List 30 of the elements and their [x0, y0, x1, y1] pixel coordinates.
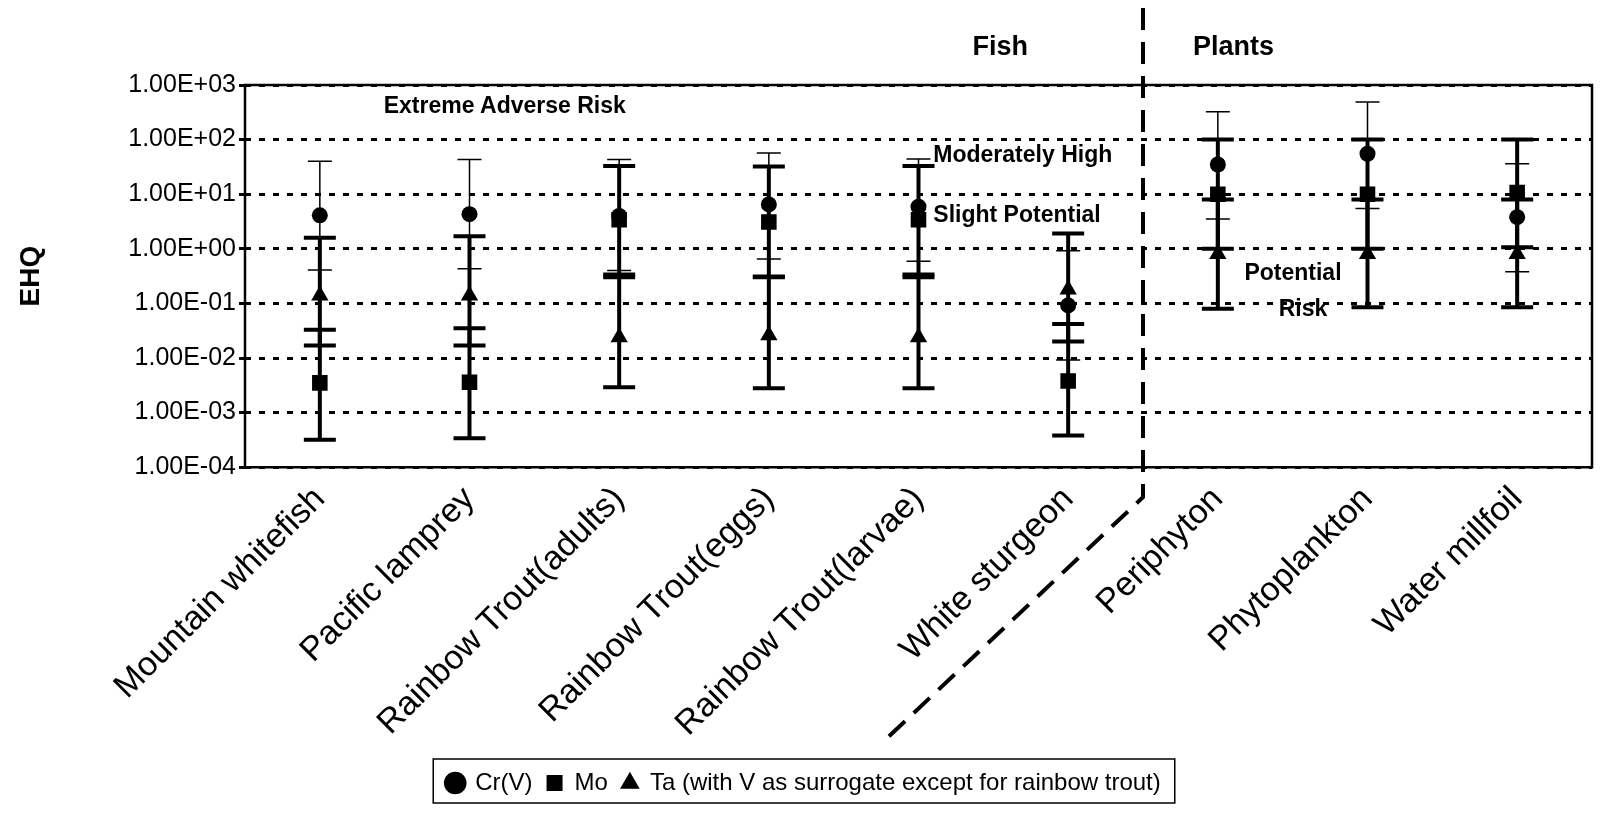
y-tick-label: 1.00E+01 — [128, 178, 236, 207]
point — [461, 206, 478, 223]
y-tick-label: 1.00E-01 — [134, 287, 236, 316]
annotation: Moderately High — [933, 140, 1113, 167]
point — [761, 214, 777, 230]
point — [1060, 297, 1077, 314]
point — [311, 207, 328, 224]
text: Fish — [972, 31, 1028, 62]
point — [760, 325, 778, 341]
y-axis-title: EHQ — [13, 245, 45, 307]
legend-label: Cr(V) — [475, 767, 533, 795]
point — [610, 327, 628, 343]
point — [910, 212, 927, 228]
annotation: Slight Potential — [933, 201, 1101, 228]
legend-label: Mo — [574, 767, 608, 795]
point — [1209, 156, 1226, 173]
point — [1210, 186, 1226, 202]
annotation: Extreme Adverse Risk — [383, 92, 627, 119]
y-tick-label: 1.00E-02 — [134, 341, 236, 370]
point — [1509, 209, 1526, 226]
point — [1359, 186, 1376, 202]
legend-label: Ta (with V as surrogate except for rainbow trout) — [649, 767, 1161, 795]
y-tick-label: 1.00E-04 — [134, 451, 237, 480]
text: Plants — [1193, 31, 1275, 62]
y-tick-label: 1.00E+02 — [128, 123, 236, 152]
point — [1359, 145, 1376, 162]
y-tick-label: 1.00E-03 — [134, 396, 236, 425]
y-tick-label: 1.00E+03 — [128, 68, 236, 97]
y-tick-label: 1.00E+00 — [128, 232, 236, 261]
point — [760, 196, 777, 213]
